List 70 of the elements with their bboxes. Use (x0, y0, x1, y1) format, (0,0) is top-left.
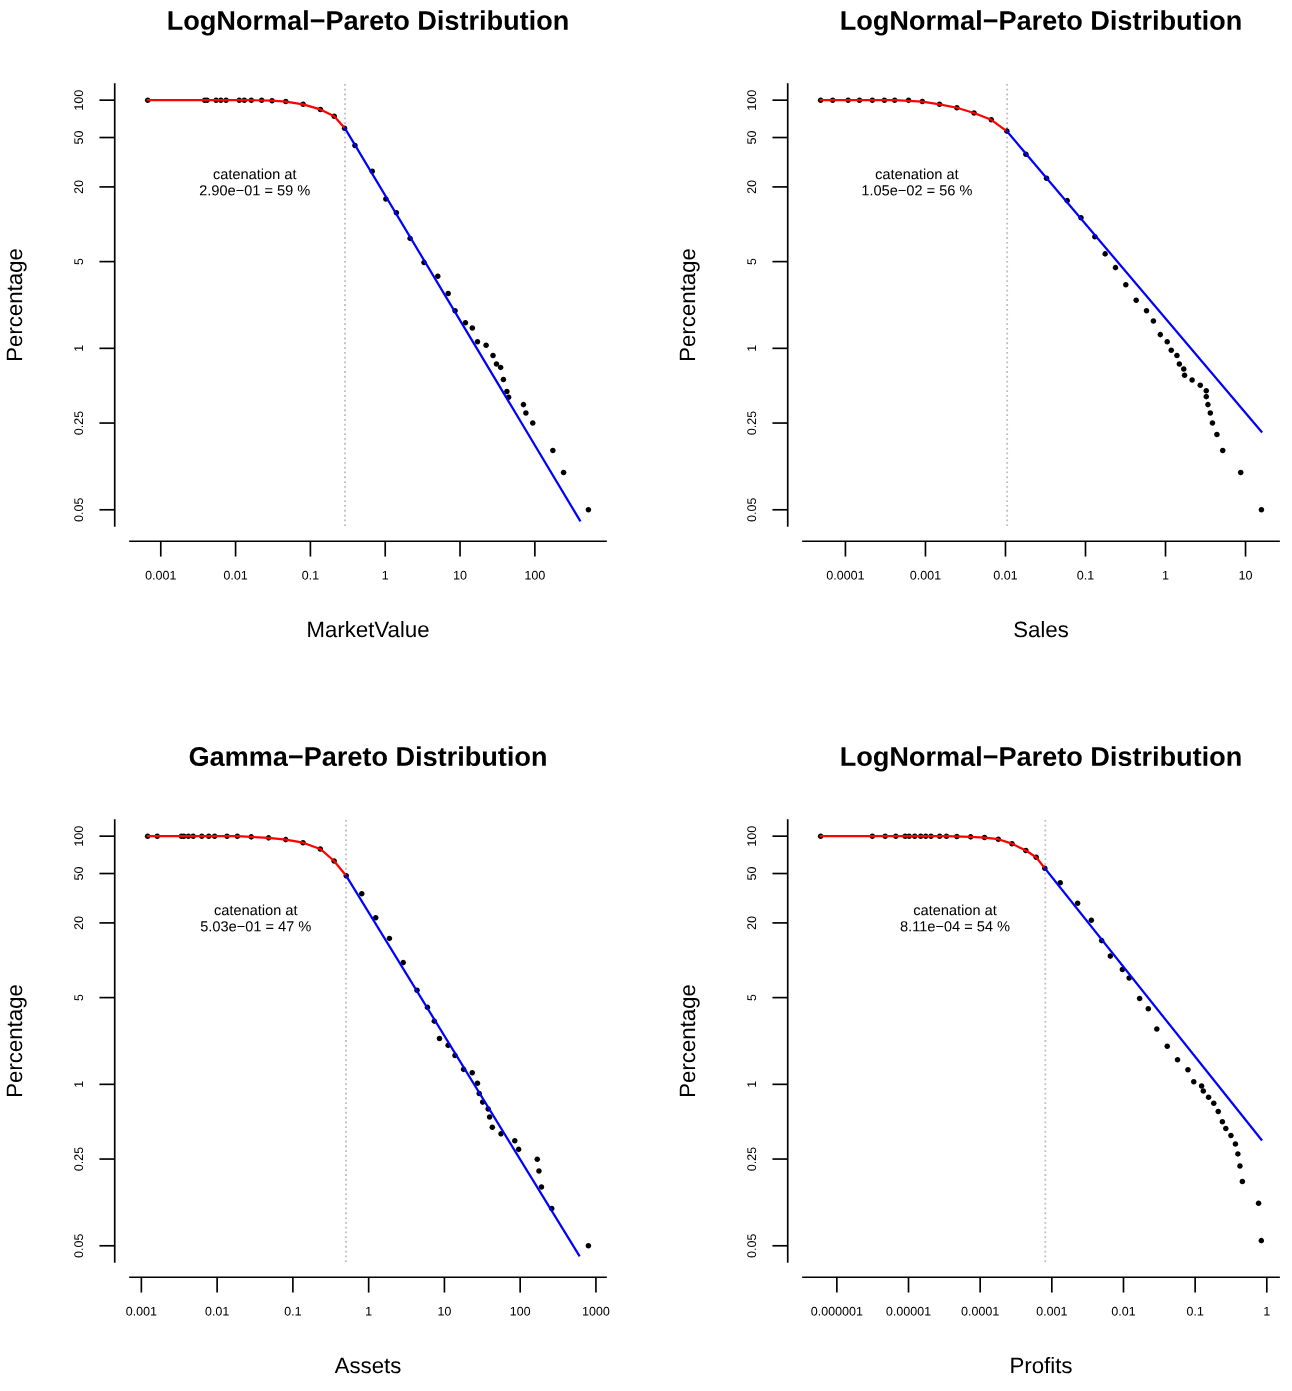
annotation: catenation at 1.05e−02 = 56 % (862, 168, 972, 196)
chart-title: Gamma−Pareto Distribution (189, 746, 546, 767)
y-tick-label: 20 (747, 180, 757, 194)
x-tick-label: 0.01 (205, 1306, 229, 1316)
y-tick-label: 1 (747, 1081, 756, 1087)
y-tick-label: 100 (74, 826, 84, 846)
annotation: catenation at 5.03e−01 = 47 % (200, 904, 311, 932)
y-tick-label: 5 (74, 994, 84, 1001)
y-tick-label: 50 (747, 131, 757, 144)
y-tick-label: 0.25 (74, 1147, 84, 1171)
y-axis-title: Percentage (679, 249, 700, 360)
y-tick-label: 0.25 (747, 1147, 757, 1171)
x-tick-label: 1000 (582, 1306, 610, 1316)
y-tick-label: 0.05 (74, 498, 84, 522)
y-tick-label: 20 (74, 180, 84, 194)
y-tick-label: 1 (747, 345, 756, 351)
x-tick-label: 0.0001 (826, 570, 864, 580)
y-tick-label: 50 (74, 131, 84, 144)
x-tick-label: 0.01 (993, 570, 1018, 580)
y-tick-label: 100 (747, 90, 757, 110)
annotation: catenation at 8.11e−04 = 54 % (900, 904, 1010, 932)
annotation: catenation at 2.90e−01 = 59 % (199, 168, 310, 196)
chart-title: LogNormal−Pareto Distribution (168, 10, 568, 36)
y-tick-label: 50 (747, 867, 757, 880)
y-tick-label: 5 (747, 994, 757, 1001)
y-tick-label: 5 (74, 258, 84, 265)
y-tick-label: 20 (74, 916, 84, 930)
x-tick-label: 100 (525, 570, 545, 580)
y-tick-label: 0.05 (747, 1234, 757, 1258)
x-tick-label: 1 (1162, 570, 1169, 580)
x-tick-label: 10 (454, 570, 467, 580)
x-axis-title: Assets (334, 1357, 401, 1374)
y-tick-label: 1 (74, 1081, 83, 1087)
x-axis-title: MarketValue (308, 620, 429, 638)
y-tick-label: 100 (747, 826, 757, 846)
y-tick-label: 0.25 (747, 411, 757, 435)
y-axis-title: Percentage (6, 985, 27, 1096)
x-tick-label: 0.001 (145, 570, 176, 580)
chart-title: LogNormal−Pareto Distribution (841, 10, 1241, 36)
x-tick-label: 10 (1239, 570, 1252, 580)
y-tick-label: 0.05 (74, 1234, 84, 1258)
y-tick-label: 50 (74, 867, 84, 880)
x-tick-label: 0.1 (1186, 1306, 1204, 1316)
y-axis-title: Percentage (6, 249, 27, 360)
x-tick-label: 0.0001 (961, 1306, 999, 1316)
chart-title: LogNormal−Pareto Distribution (841, 746, 1241, 772)
y-tick-label: 1 (74, 345, 83, 351)
y-tick-label: 5 (747, 258, 757, 265)
x-tick-label: 1 (366, 1306, 372, 1316)
y-tick-label: 20 (747, 916, 757, 930)
x-tick-label: 100 (510, 1306, 531, 1316)
x-tick-label: 0.01 (223, 570, 248, 580)
x-tick-label: 0.1 (1077, 570, 1094, 580)
y-tick-label: 0.05 (747, 498, 757, 522)
x-tick-label: 0.001 (910, 570, 941, 580)
x-tick-label: 0.000001 (811, 1306, 863, 1316)
x-tick-label: 0.001 (126, 1306, 157, 1316)
x-tick-label: 0.00001 (886, 1306, 931, 1316)
x-tick-label: 0.1 (284, 1306, 301, 1316)
x-axis-title: Sales (1014, 620, 1068, 638)
x-tick-label: 0.01 (1111, 1306, 1136, 1316)
x-axis-title: Profits (1011, 1356, 1072, 1374)
y-axis-title: Percentage (679, 985, 700, 1096)
y-tick-label: 0.25 (74, 411, 84, 435)
x-tick-label: 1 (1264, 1306, 1270, 1316)
x-tick-label: 0.1 (302, 570, 319, 580)
y-tick-label: 100 (74, 90, 84, 110)
x-tick-label: 10 (438, 1306, 451, 1316)
x-tick-label: 1 (382, 570, 389, 580)
x-tick-label: 0.001 (1036, 1306, 1067, 1316)
